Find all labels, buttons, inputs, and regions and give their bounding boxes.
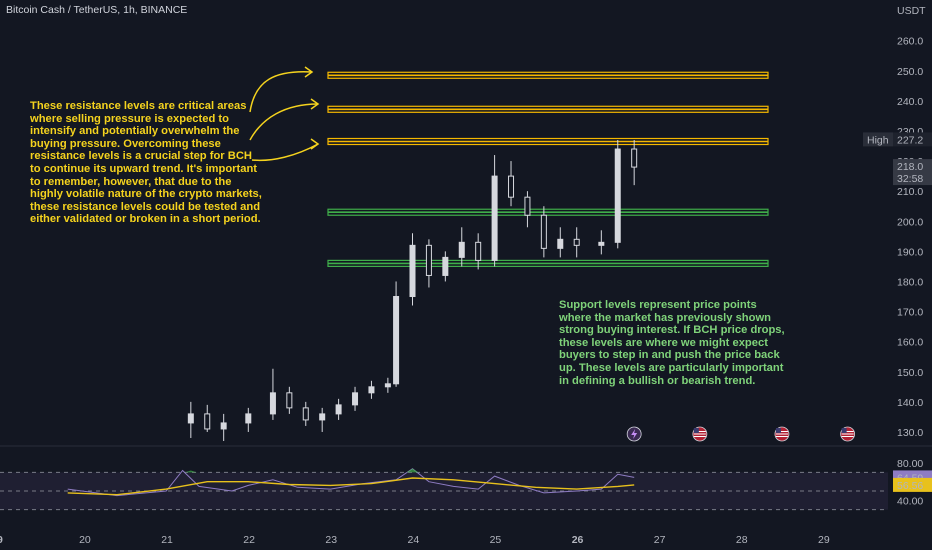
candle-body (187, 413, 194, 424)
rsi-ma-line (67, 477, 635, 496)
x-tick-label: 23 (325, 534, 337, 546)
x-tick-label: 20 (79, 534, 91, 546)
high-label: High (867, 134, 889, 146)
last-price-tag (893, 159, 932, 186)
x-tick-label: 27 (654, 534, 666, 546)
rsi-ma-value-tag (893, 477, 932, 492)
price-tick-label: 190.0 (897, 246, 923, 258)
candle-body (302, 407, 309, 421)
arrow-head-1 (304, 66, 314, 78)
lightning-icon (626, 426, 642, 442)
x-tick-label: 26 (572, 534, 584, 546)
candle-body (220, 422, 227, 430)
candle-body (384, 383, 391, 388)
price-tick-label: 210.0 (897, 186, 923, 198)
candle-body (352, 392, 359, 406)
candle-body (491, 175, 498, 261)
annotation-arrow-1 (249, 71, 313, 113)
arrow-head-2 (310, 98, 320, 110)
candle-body (269, 392, 276, 415)
x-tick-label: 21 (161, 534, 173, 546)
us-flag-icon (774, 426, 790, 442)
price-pane (0, 66, 932, 447)
candle-body (508, 175, 515, 198)
x-tick-label: 25 (490, 534, 502, 546)
flag-canton (841, 428, 847, 433)
x-tick-label: 24 (408, 534, 420, 546)
candle-body (540, 214, 547, 249)
price-tick-label: 130.0 (897, 427, 923, 439)
candle-body (475, 241, 482, 261)
price-tick-label: 200.0 (897, 216, 923, 228)
rsi-tick-label: 80.00 (897, 458, 923, 470)
candle-body (573, 238, 580, 246)
candle-body (286, 392, 293, 409)
price-tick-label: 180.0 (897, 276, 923, 288)
arrow-head-3 (310, 138, 320, 150)
high-tag (863, 132, 893, 147)
candle-body (425, 244, 432, 276)
event-icons (626, 426, 856, 442)
symbol-title: Bitcoin Cash / TetherUS, 1h, BINANCE (6, 4, 188, 16)
rsi-overbought-fill (184, 470, 197, 473)
price-tick-label: 140.0 (897, 397, 923, 409)
high-value-tag (893, 132, 932, 147)
annotation-arrow-3 (251, 143, 319, 162)
x-tick-label: 9 (0, 534, 3, 546)
axes: 130.0 140.0 150.0 160.0 170.0 180.0 190.0 200.0… (0, 5, 932, 546)
candle-body (409, 244, 416, 298)
candle-body (524, 196, 531, 216)
candle-body (557, 238, 564, 249)
flag-canton (693, 428, 699, 433)
x-tick-label: 28 (736, 534, 748, 546)
currency-label: USDT (897, 5, 926, 17)
annotation-arrow-2 (249, 103, 319, 141)
x-tick-label: 29 (818, 534, 830, 546)
price-tick-label: 240.0 (897, 96, 923, 108)
high-value: 227.2 (897, 134, 923, 146)
us-flag-icon (840, 426, 856, 442)
rsi-overbought-fill (406, 468, 419, 473)
candle-body (442, 256, 449, 276)
candle-body (335, 404, 342, 415)
countdown: 32:58 (897, 173, 923, 185)
candle-body (631, 148, 638, 168)
rsi-tick-label: 40.00 (897, 495, 923, 507)
flag-canton (775, 428, 781, 433)
lightning-glyph (631, 429, 638, 439)
candle-body (598, 241, 605, 246)
resistance-note: These resistance levels are critical are… (30, 100, 262, 226)
price-tick-label: 170.0 (897, 307, 923, 319)
candle-body (368, 386, 375, 394)
price-tick-label: 160.0 (897, 337, 923, 349)
candle-body (614, 148, 621, 243)
price-tick-label: 250.0 (897, 66, 923, 78)
candle-body (393, 296, 400, 385)
price-tick-label: 150.0 (897, 367, 923, 379)
candle-body (319, 413, 326, 421)
candle-body (458, 241, 465, 258)
support-note: Support levels represent price points wh… (559, 299, 785, 387)
x-tick-label: 22 (243, 534, 255, 546)
candle-body (204, 413, 211, 430)
candle-body (245, 413, 252, 424)
last-price: 218.0 (897, 161, 923, 173)
price-tick-label: 260.0 (897, 36, 923, 48)
rsi-ma-value: 56.56 (897, 480, 923, 492)
us-flag-icon (692, 426, 708, 442)
